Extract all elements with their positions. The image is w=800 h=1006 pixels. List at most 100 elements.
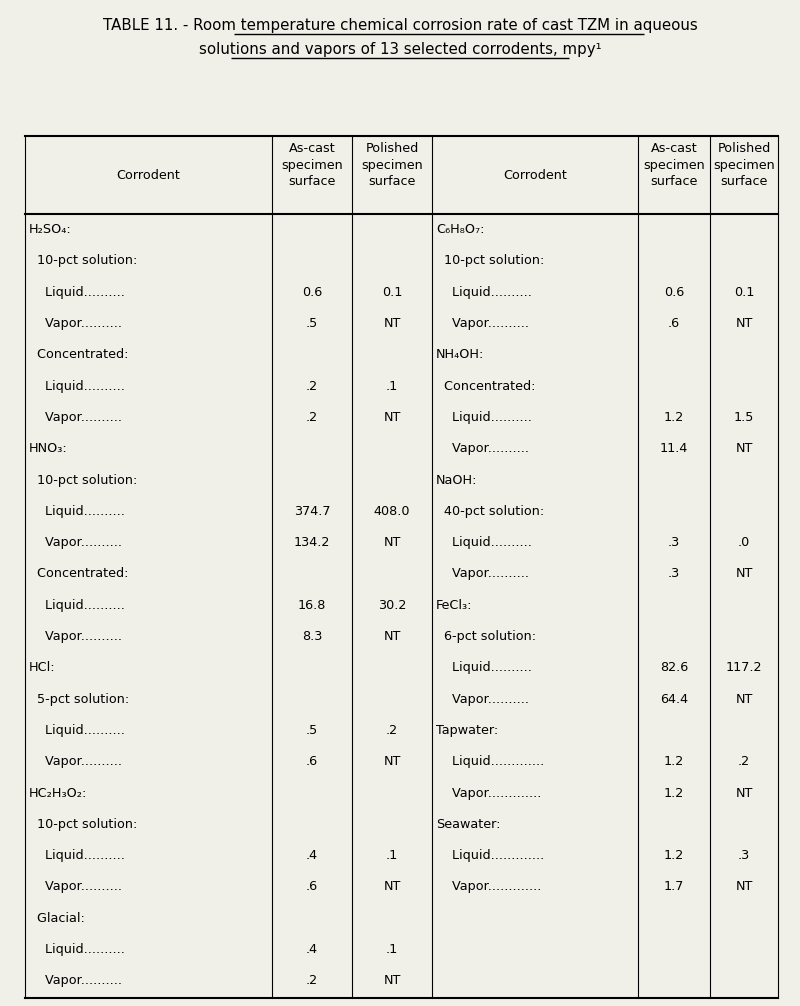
- Text: .2: .2: [306, 379, 318, 392]
- Text: Vapor..........: Vapor..........: [29, 630, 122, 643]
- Text: Tapwater:: Tapwater:: [436, 724, 498, 737]
- Text: Polished
specimen
surface: Polished specimen surface: [361, 142, 423, 188]
- Text: .1: .1: [386, 943, 398, 956]
- Text: Vapor..........: Vapor..........: [436, 443, 529, 456]
- Text: solutions and vapors of 13 selected corrodents, mpy¹: solutions and vapors of 13 selected corr…: [198, 42, 602, 57]
- Text: 10-pct solution:: 10-pct solution:: [29, 255, 138, 268]
- Text: NT: NT: [383, 975, 401, 987]
- Text: NT: NT: [735, 443, 753, 456]
- Text: TABLE 11. - Room temperature chemical corrosion rate of cast TZM in aqueous: TABLE 11. - Room temperature chemical co…: [102, 18, 698, 33]
- Text: NT: NT: [735, 787, 753, 800]
- Text: Corrodent: Corrodent: [117, 168, 181, 181]
- Text: .2: .2: [306, 975, 318, 987]
- Text: .6: .6: [306, 756, 318, 769]
- Text: 1.2: 1.2: [664, 410, 684, 424]
- Text: NaOH:: NaOH:: [436, 474, 478, 487]
- Text: 6-pct solution:: 6-pct solution:: [436, 630, 536, 643]
- Text: 408.0: 408.0: [374, 505, 410, 518]
- Text: .5: .5: [306, 317, 318, 330]
- Text: Seawater:: Seawater:: [436, 818, 501, 831]
- Text: Vapor..........: Vapor..........: [436, 693, 529, 705]
- Text: NT: NT: [735, 880, 753, 893]
- Text: Liquid..........: Liquid..........: [29, 505, 125, 518]
- Text: 1.5: 1.5: [734, 410, 754, 424]
- Text: .2: .2: [306, 410, 318, 424]
- Text: .3: .3: [738, 849, 750, 862]
- Text: Glacial:: Glacial:: [29, 911, 85, 925]
- Text: NT: NT: [383, 410, 401, 424]
- Text: 134.2: 134.2: [294, 536, 330, 549]
- Text: Liquid..........: Liquid..........: [436, 286, 532, 299]
- Text: Vapor..........: Vapor..........: [29, 756, 122, 769]
- Text: Liquid..........: Liquid..........: [29, 599, 125, 612]
- Text: HNO₃:: HNO₃:: [29, 443, 68, 456]
- Text: Polished
specimen
surface: Polished specimen surface: [713, 142, 775, 188]
- Text: 0.6: 0.6: [664, 286, 684, 299]
- Text: NT: NT: [735, 567, 753, 580]
- Text: Vapor..........: Vapor..........: [29, 880, 122, 893]
- Text: NT: NT: [735, 693, 753, 705]
- Text: HCl:: HCl:: [29, 661, 56, 674]
- Text: .6: .6: [668, 317, 680, 330]
- Text: 40-pct solution:: 40-pct solution:: [436, 505, 544, 518]
- Text: C₆H₈O₇:: C₆H₈O₇:: [436, 223, 485, 236]
- Text: NT: NT: [383, 317, 401, 330]
- Text: 16.8: 16.8: [298, 599, 326, 612]
- Text: 5-pct solution:: 5-pct solution:: [29, 693, 130, 705]
- Text: Liquid..........: Liquid..........: [29, 943, 125, 956]
- Text: .6: .6: [306, 880, 318, 893]
- Text: Liquid..........: Liquid..........: [29, 286, 125, 299]
- Text: 1.2: 1.2: [664, 756, 684, 769]
- Text: 0.1: 0.1: [734, 286, 754, 299]
- Text: NT: NT: [735, 317, 753, 330]
- Text: Vapor..........: Vapor..........: [436, 567, 529, 580]
- Text: Vapor..........: Vapor..........: [436, 317, 529, 330]
- Text: NH₄OH:: NH₄OH:: [436, 348, 484, 361]
- Text: NT: NT: [383, 880, 401, 893]
- Text: 11.4: 11.4: [660, 443, 688, 456]
- Text: As-cast
specimen
surface: As-cast specimen surface: [643, 142, 705, 188]
- Text: Vapor..........: Vapor..........: [29, 317, 122, 330]
- Text: Concentrated:: Concentrated:: [29, 348, 129, 361]
- Text: Liquid..........: Liquid..........: [29, 849, 125, 862]
- Text: 82.6: 82.6: [660, 661, 688, 674]
- Text: NT: NT: [383, 630, 401, 643]
- Text: 1.2: 1.2: [664, 787, 684, 800]
- Text: Vapor..........: Vapor..........: [29, 410, 122, 424]
- Text: 30.2: 30.2: [378, 599, 406, 612]
- Text: .3: .3: [668, 536, 680, 549]
- Text: NT: NT: [383, 756, 401, 769]
- Text: H₂SO₄:: H₂SO₄:: [29, 223, 72, 236]
- Text: 64.4: 64.4: [660, 693, 688, 705]
- Text: Concentrated:: Concentrated:: [436, 379, 535, 392]
- Text: Liquid..........: Liquid..........: [436, 536, 532, 549]
- Text: Vapor.............: Vapor.............: [436, 787, 542, 800]
- Text: NT: NT: [383, 536, 401, 549]
- Text: 10-pct solution:: 10-pct solution:: [29, 818, 138, 831]
- Text: 1.2: 1.2: [664, 849, 684, 862]
- Text: Liquid..........: Liquid..........: [436, 661, 532, 674]
- Text: 0.1: 0.1: [382, 286, 402, 299]
- Text: 374.7: 374.7: [294, 505, 330, 518]
- Text: Corrodent: Corrodent: [503, 168, 567, 181]
- Text: As-cast
specimen
surface: As-cast specimen surface: [281, 142, 343, 188]
- Text: 117.2: 117.2: [726, 661, 762, 674]
- Text: Liquid.............: Liquid.............: [436, 756, 544, 769]
- Text: Concentrated:: Concentrated:: [29, 567, 129, 580]
- Text: FeCl₃:: FeCl₃:: [436, 599, 473, 612]
- Text: 10-pct solution:: 10-pct solution:: [29, 474, 138, 487]
- Text: Liquid..........: Liquid..........: [29, 379, 125, 392]
- Text: .3: .3: [668, 567, 680, 580]
- Text: 0.6: 0.6: [302, 286, 322, 299]
- Text: 1.7: 1.7: [664, 880, 684, 893]
- Text: HC₂H₃O₂:: HC₂H₃O₂:: [29, 787, 87, 800]
- Text: .0: .0: [738, 536, 750, 549]
- Text: .2: .2: [386, 724, 398, 737]
- Text: Liquid..........: Liquid..........: [29, 724, 125, 737]
- Text: Vapor..........: Vapor..........: [29, 975, 122, 987]
- Text: 8.3: 8.3: [302, 630, 322, 643]
- Text: Vapor..........: Vapor..........: [29, 536, 122, 549]
- Text: .5: .5: [306, 724, 318, 737]
- Text: .4: .4: [306, 849, 318, 862]
- Text: .2: .2: [738, 756, 750, 769]
